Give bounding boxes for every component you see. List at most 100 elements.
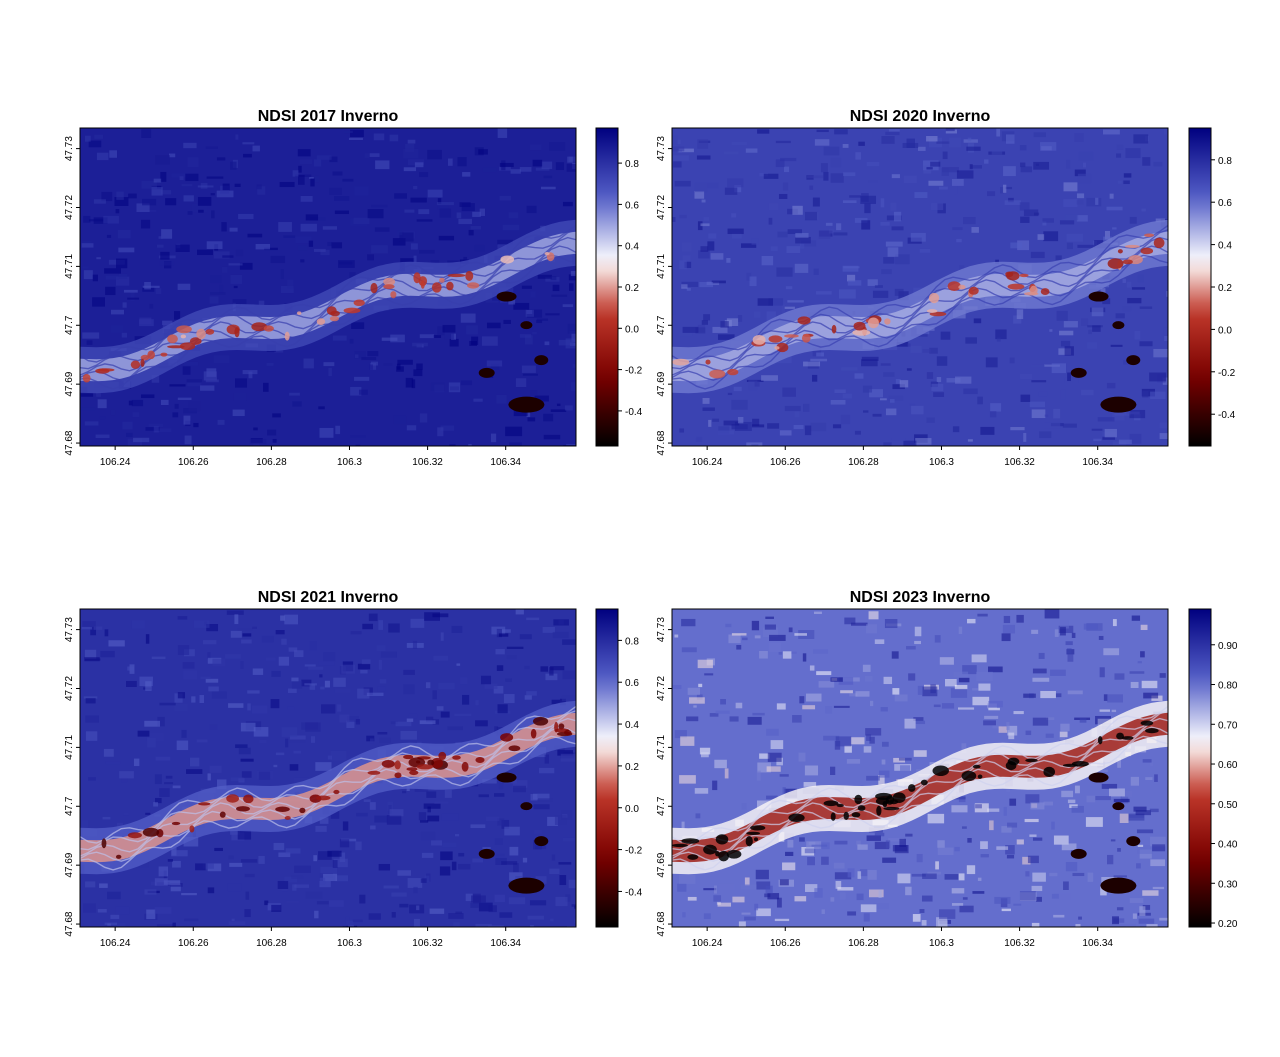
raster-texture — [159, 788, 170, 797]
low-ndsi-patch — [1153, 237, 1165, 249]
raster-texture — [678, 874, 696, 884]
raster-texture — [237, 628, 253, 631]
low-ndsi-patch — [854, 794, 863, 805]
raster-texture — [921, 920, 927, 926]
raster-texture — [313, 855, 318, 862]
raster-texture — [842, 144, 849, 148]
raster-texture — [86, 340, 93, 345]
low-ndsi-patch — [171, 821, 181, 826]
raster-texture — [1010, 427, 1025, 431]
low-ndsi-patch — [801, 333, 811, 343]
raster-texture — [686, 716, 699, 722]
raster-texture — [297, 149, 311, 157]
raster-texture — [724, 768, 729, 779]
raster-texture — [318, 661, 335, 666]
raster-texture — [397, 870, 411, 876]
raster-texture — [1091, 307, 1104, 317]
raster-texture — [1142, 157, 1151, 166]
raster-texture — [1109, 788, 1125, 797]
river-meander — [672, 254, 1168, 390]
raster-texture — [776, 267, 793, 277]
low-ndsi-patch — [167, 334, 178, 344]
raster-texture — [327, 850, 342, 857]
raster-texture — [109, 150, 118, 158]
raster-texture — [287, 706, 295, 710]
low-ndsi-patch — [752, 334, 766, 345]
raster-texture — [936, 356, 948, 366]
raster-texture — [349, 338, 354, 344]
raster-texture — [977, 396, 983, 405]
raster-texture — [988, 700, 1003, 708]
raster-texture — [413, 369, 423, 377]
raster-texture — [354, 354, 359, 359]
raster-texture — [534, 395, 549, 402]
raster-texture — [83, 215, 91, 223]
raster-texture — [335, 875, 349, 882]
raster-texture — [833, 862, 845, 869]
raster-texture — [763, 173, 779, 179]
raster-texture — [1122, 278, 1126, 283]
raster-texture — [965, 337, 977, 344]
raster-texture — [394, 193, 407, 199]
raster-texture — [357, 663, 371, 670]
raster-texture — [130, 291, 135, 302]
raster-texture — [423, 803, 441, 809]
raster-texture — [980, 854, 989, 858]
raster-texture — [1152, 886, 1165, 890]
raster-texture — [170, 883, 181, 892]
raster-texture — [397, 230, 403, 236]
low-ndsi-patch — [926, 309, 938, 313]
raster-texture — [1008, 197, 1014, 203]
raster-texture — [731, 633, 747, 636]
raster-texture — [145, 681, 152, 691]
raster-texture — [259, 739, 267, 744]
raster-texture — [128, 400, 133, 406]
raster-texture — [389, 809, 404, 817]
raster-texture — [996, 846, 1009, 850]
x-tick-label: 106.3 — [337, 457, 362, 468]
raster-texture — [116, 191, 124, 200]
raster-texture — [863, 913, 870, 922]
raster-texture — [727, 178, 744, 188]
raster-texture — [168, 153, 176, 158]
raster-texture — [684, 261, 692, 268]
raster-texture — [867, 279, 878, 286]
raster-texture — [348, 137, 363, 141]
raster-texture — [787, 229, 802, 235]
raster-texture — [937, 847, 954, 856]
raster-texture — [538, 798, 553, 802]
raster-texture — [1053, 914, 1065, 918]
raster-texture — [440, 851, 453, 861]
raster-texture — [359, 894, 366, 904]
raster-texture — [1009, 798, 1017, 806]
raster-texture — [458, 218, 472, 225]
raster-texture — [449, 338, 459, 347]
raster-texture — [1083, 623, 1098, 630]
raster-texture — [83, 903, 96, 913]
x-tick-label: 106.28 — [256, 457, 287, 468]
raster-texture — [945, 678, 957, 687]
raster-texture — [809, 185, 814, 190]
raster-texture — [971, 227, 979, 233]
raster-texture — [486, 816, 500, 822]
raster-texture — [554, 815, 567, 825]
raster-texture — [183, 142, 197, 149]
raster-texture — [145, 812, 151, 815]
raster-texture — [273, 842, 285, 851]
raster-texture — [830, 173, 844, 183]
raster-texture — [865, 728, 882, 736]
raster-texture — [207, 652, 211, 660]
raster-texture — [967, 838, 972, 843]
raster-texture — [484, 683, 498, 689]
raster-texture — [419, 249, 435, 254]
raster-texture — [1122, 790, 1132, 798]
raster-texture — [527, 915, 544, 920]
raster-texture — [1085, 817, 1103, 827]
low-ndsi-blob — [1126, 355, 1141, 366]
raster-texture — [569, 283, 574, 291]
raster-texture — [842, 393, 852, 399]
low-ndsi-patch — [439, 277, 445, 283]
plot-frame — [79, 127, 577, 447]
colorbar-tick-label: 0.8 — [625, 159, 639, 170]
